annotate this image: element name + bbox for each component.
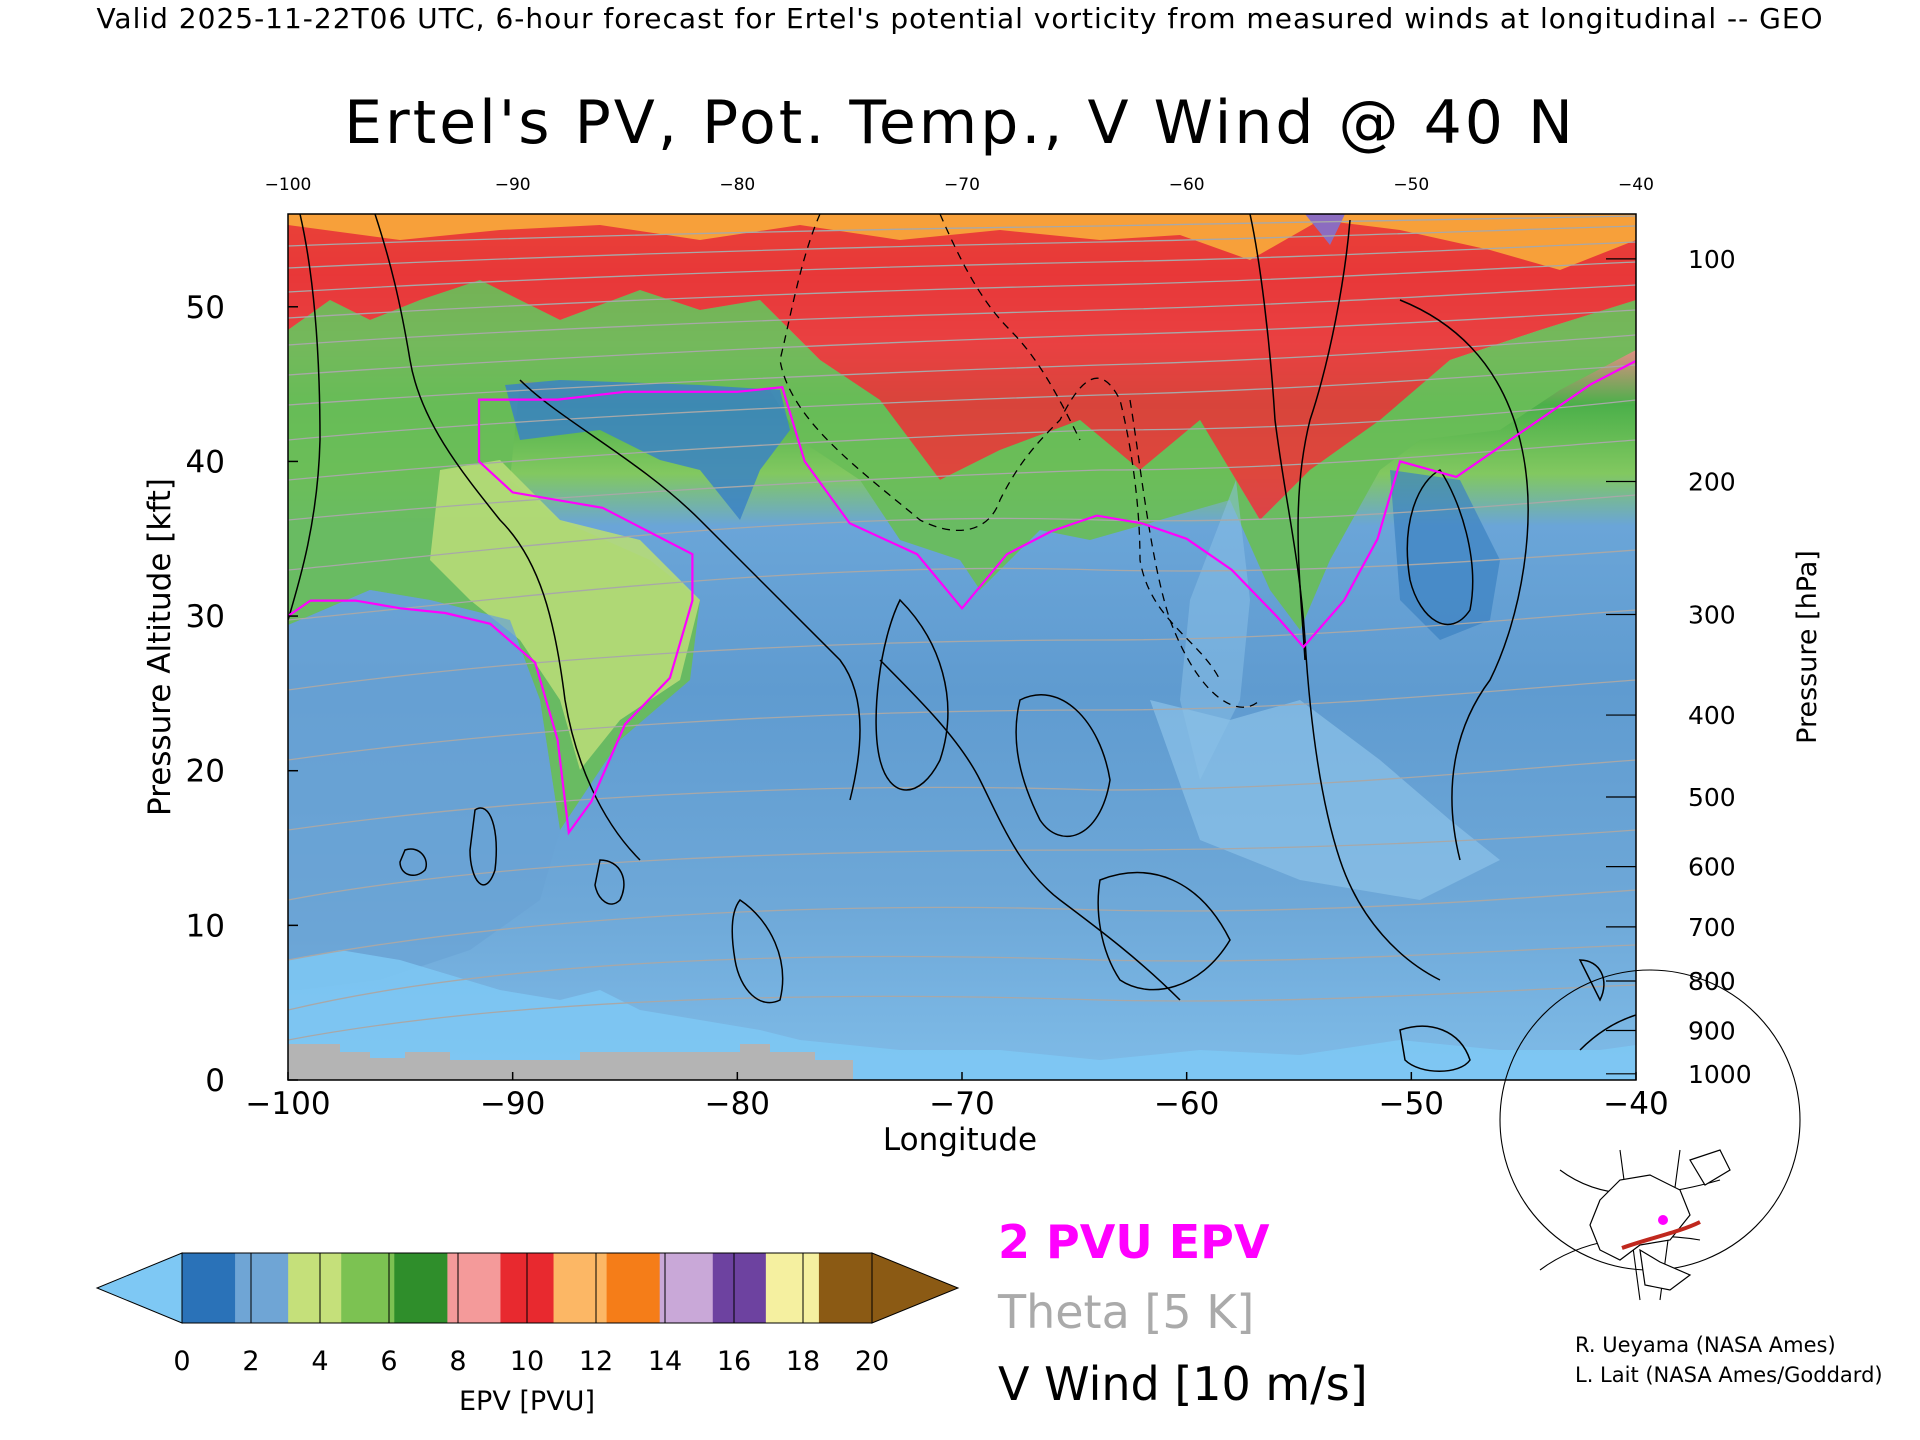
y-tick-label: 30 [186, 599, 225, 635]
pressure-tick-label: 500 [1688, 783, 1736, 812]
colorbar-tick-label: 16 [717, 1346, 751, 1377]
header-text: Valid 2025-11-22T06 UTC, 6-hour forecast… [96, 2, 1824, 35]
x-tick-label: −80 [705, 1086, 770, 1122]
colorbar-swatch [341, 1253, 395, 1323]
pressure-tick-label: 100 [1688, 245, 1736, 274]
colorbar-swatch [818, 1253, 873, 1323]
pressure-tick-label: 600 [1688, 853, 1736, 882]
colorbar-tick-label: 20 [855, 1346, 889, 1377]
x-tick-label: −50 [1379, 1086, 1444, 1122]
top-tick-label: −60 [1169, 175, 1205, 195]
colorbar-label: EPV [PVU] [459, 1386, 595, 1417]
legend-vwind: V Wind [10 m/s] [998, 1357, 1368, 1411]
y2-axis-label: Pressure [hPa] [1792, 550, 1823, 744]
colorbar-tick-label: 10 [510, 1346, 544, 1377]
x-tick-label: −60 [1154, 1086, 1219, 1122]
colorbar-tick-label: 2 [242, 1346, 259, 1377]
colorbar-tick-label: 14 [648, 1346, 682, 1377]
x-tick-label: −40 [1603, 1086, 1668, 1122]
colorbar-swatch [606, 1253, 661, 1323]
colorbar-tick-label: 8 [449, 1346, 466, 1377]
top-tick-label: −50 [1393, 175, 1429, 195]
colorbar-tick-label: 0 [173, 1346, 190, 1377]
y-axis-left: 0 10 20 30 40 50 [186, 290, 298, 1099]
chart-title: Ertel's PV, Pot. Temp., V Wind @ 40 N [344, 88, 1576, 158]
top-tick-label: −100 [265, 175, 312, 195]
x-axis: −100 −90 −80 −70 −60 −50 −40 [245, 1072, 1669, 1122]
colorbar-over-arrow [871, 1252, 960, 1324]
credit-line: R. Ueyama (NASA Ames) [1575, 1333, 1836, 1357]
colorbar-swatch [394, 1253, 448, 1323]
colorbar-swatch [712, 1253, 767, 1323]
x-axis-label: Longitude [883, 1122, 1037, 1158]
top-tick-label: −40 [1618, 175, 1654, 195]
y-tick-label: 40 [186, 444, 225, 480]
pressure-tick-label: 700 [1688, 913, 1736, 942]
colorbar-swatch [447, 1253, 501, 1323]
pressure-tick-label: 900 [1688, 1017, 1736, 1046]
pressure-tick-label: 1000 [1688, 1060, 1752, 1089]
colorbar-tick-label: 18 [786, 1346, 820, 1377]
credit-line: L. Lait (NASA Ames/Goddard) [1575, 1363, 1883, 1387]
x-tick-label: −100 [245, 1086, 330, 1122]
epv-colorbar: 0 2 4 6 8 10 12 14 16 18 20 [95, 1252, 960, 1377]
pv-2pvu-contour [288, 359, 1636, 836]
y-tick-label: 0 [205, 1063, 225, 1099]
colorbar-swatch [288, 1253, 342, 1323]
colorbar-swatch [182, 1253, 236, 1323]
inset-marker [1658, 1215, 1668, 1225]
inset-track [1621, 1220, 1701, 1250]
colorbar-tick-label: 12 [579, 1346, 613, 1377]
x-tick-label: −70 [929, 1086, 994, 1122]
colorbar-under-arrow [95, 1252, 183, 1324]
top-tick-label: −80 [719, 175, 755, 195]
top-tick-label: −90 [495, 175, 531, 195]
inset-map [1499, 969, 1801, 1301]
colorbar-swatch [553, 1253, 608, 1323]
epv-field [288, 214, 1636, 1080]
colorbar-swatch [659, 1253, 714, 1323]
pressure-tick-label: 200 [1688, 468, 1736, 497]
pressure-tick-label: 400 [1688, 701, 1736, 730]
y-tick-label: 50 [186, 290, 225, 326]
y-axis-label: Pressure Altitude [kft] [142, 478, 178, 816]
pressure-tick-label: 300 [1688, 601, 1736, 630]
x-tick-label: −90 [480, 1086, 545, 1122]
legend-theta: Theta [5 K] [997, 1285, 1254, 1339]
colorbar-tick-label: 4 [311, 1346, 328, 1377]
top-tick-label: −70 [944, 175, 980, 195]
credits: R. Ueyama (NASA Ames) L. Lait (NASA Ames… [1575, 1330, 1883, 1390]
colorbar-tick-label: 6 [380, 1346, 397, 1377]
colorbar-swatch [765, 1253, 820, 1323]
y-tick-label: 20 [186, 754, 225, 790]
legend-2pvu: 2 PVU EPV [998, 1215, 1270, 1269]
y-tick-label: 10 [186, 908, 225, 944]
x-axis-top: −100 −90 −80 −70 −60 −50 −40 [265, 175, 1654, 195]
colorbar-swatch [235, 1253, 289, 1323]
